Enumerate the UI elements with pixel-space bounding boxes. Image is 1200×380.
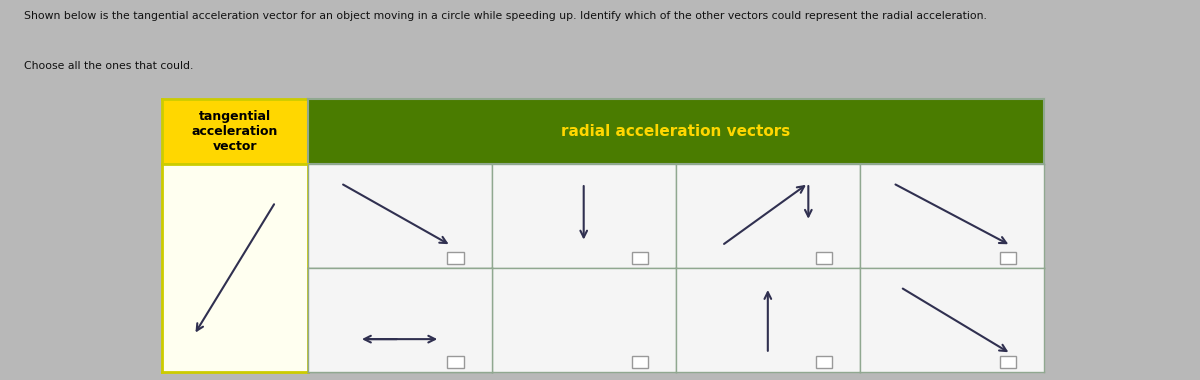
Text: Choose all the ones that could.: Choose all the ones that could. bbox=[24, 61, 193, 71]
FancyBboxPatch shape bbox=[1000, 356, 1016, 368]
FancyBboxPatch shape bbox=[1000, 252, 1016, 264]
FancyBboxPatch shape bbox=[631, 252, 648, 264]
FancyBboxPatch shape bbox=[448, 356, 464, 368]
FancyBboxPatch shape bbox=[448, 356, 464, 368]
Text: Shown below is the tangential acceleration vector for an object moving in a circ: Shown below is the tangential accelerati… bbox=[24, 11, 986, 21]
FancyBboxPatch shape bbox=[816, 356, 833, 368]
FancyBboxPatch shape bbox=[631, 356, 648, 368]
FancyBboxPatch shape bbox=[448, 252, 464, 264]
Text: radial acceleration vectors: radial acceleration vectors bbox=[562, 124, 791, 139]
FancyBboxPatch shape bbox=[816, 252, 833, 264]
Text: tangential
acceleration
vector: tangential acceleration vector bbox=[192, 110, 278, 153]
